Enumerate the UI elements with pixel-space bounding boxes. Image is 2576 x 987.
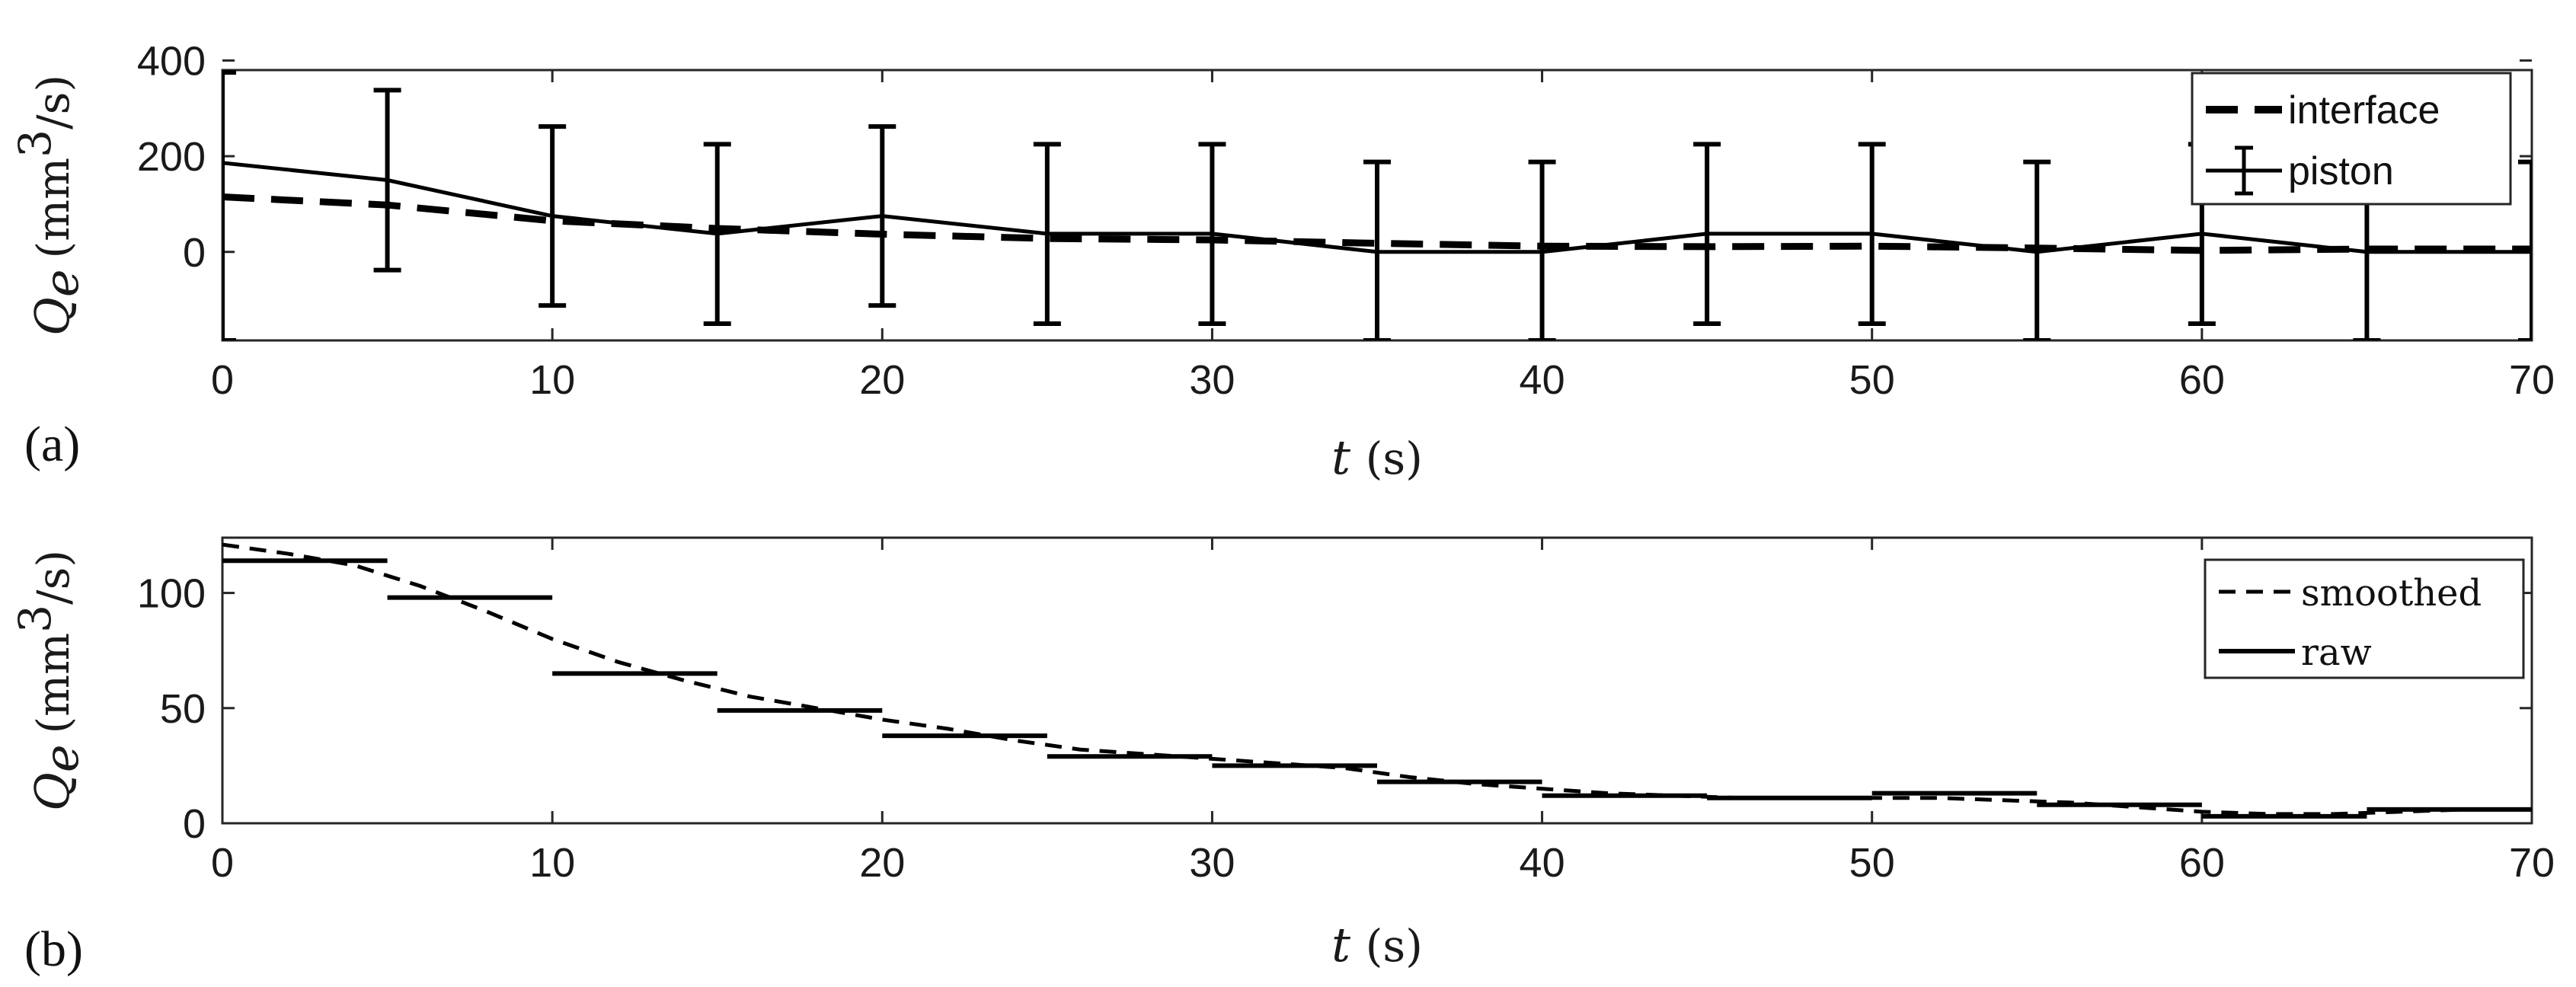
legend: smoothed raw xyxy=(2204,558,2525,679)
panel-label: (b) xyxy=(24,922,83,977)
y-axis-var: Q xyxy=(24,297,80,336)
y-axis-unit-end: /s) xyxy=(27,75,79,129)
axes-box xyxy=(221,536,2533,825)
legend-box xyxy=(2204,558,2525,679)
x-tick-label: 60 xyxy=(2179,840,2225,886)
y-tick-label: 400 xyxy=(137,38,206,84)
x-axis-var: t xyxy=(1331,430,1366,485)
y-axis-unit: (mm xyxy=(27,158,79,259)
x-tick-label: 70 xyxy=(2509,840,2555,886)
panel-label: (a) xyxy=(24,417,80,472)
x-tick-label: 60 xyxy=(2179,357,2225,403)
y-tick-label: 200 xyxy=(137,134,206,180)
y-axis-unit-sup: 3 xyxy=(9,129,61,158)
x-tick-label: 20 xyxy=(859,357,905,403)
series-interface-line xyxy=(222,193,2532,254)
x-tick-label: 0 xyxy=(211,840,234,886)
x-axis-label: t (s) xyxy=(1331,430,1423,485)
x-tick-label: 70 xyxy=(2509,357,2555,403)
x-tick-label: 10 xyxy=(529,840,575,886)
x-tick-label: 50 xyxy=(1849,357,1895,403)
legend: interface piston xyxy=(2191,72,2512,206)
x-tick-label: 10 xyxy=(529,357,575,403)
x-tick-label: 50 xyxy=(1849,840,1895,886)
y-tick-label: 100 xyxy=(137,571,206,617)
x-tick-label: 30 xyxy=(1189,357,1235,403)
x-axis-unit: (s) xyxy=(1366,920,1423,972)
legend-label-piston: piston xyxy=(2288,149,2394,193)
x-tick-label: 30 xyxy=(1189,840,1235,886)
legend-label-smoothed: smoothed xyxy=(2301,572,2482,615)
x-tick-label: 40 xyxy=(1520,840,1565,886)
y-axis-unit-end: /s) xyxy=(27,550,79,605)
y-axis-sub: e xyxy=(34,744,89,772)
chart-panel-a: 0 10 20 30 40 50 60 70 0 200 400 t (s) Qe (mm3/s) (a) i… xyxy=(9,38,2555,485)
y-axis-sub: e xyxy=(34,269,89,297)
legend-label-raw: raw xyxy=(2301,631,2372,674)
y-axis-label: Qe (mm3/s) xyxy=(9,550,89,811)
y-axis-unit: (mm xyxy=(27,633,79,734)
y-tick-label: 0 xyxy=(183,801,206,847)
y-tick-label: 0 xyxy=(183,230,206,276)
x-axis-unit: (s) xyxy=(1366,433,1423,484)
legend-label-interface: interface xyxy=(2288,88,2440,133)
x-axis-var: t xyxy=(1331,917,1366,973)
x-tick-label: 20 xyxy=(859,840,905,886)
y-tick-label: 50 xyxy=(160,686,206,732)
series-smoothed-line xyxy=(222,542,2532,816)
x-axis-label: t (s) xyxy=(1331,917,1423,973)
y-axis-label: Qe (mm3/s) xyxy=(9,75,89,336)
y-axis-unit-sup: 3 xyxy=(9,605,61,633)
x-tick-label: 40 xyxy=(1520,357,1565,403)
y-axis-var: Q xyxy=(24,772,80,811)
x-tick-label: 0 xyxy=(211,357,234,403)
plot-area xyxy=(222,70,2532,340)
plot-area xyxy=(222,542,2532,819)
chart-panel-b: 0 10 20 30 40 50 60 70 0 50 100 t (s) Qe (mm3/s) (b) sm… xyxy=(9,536,2555,977)
